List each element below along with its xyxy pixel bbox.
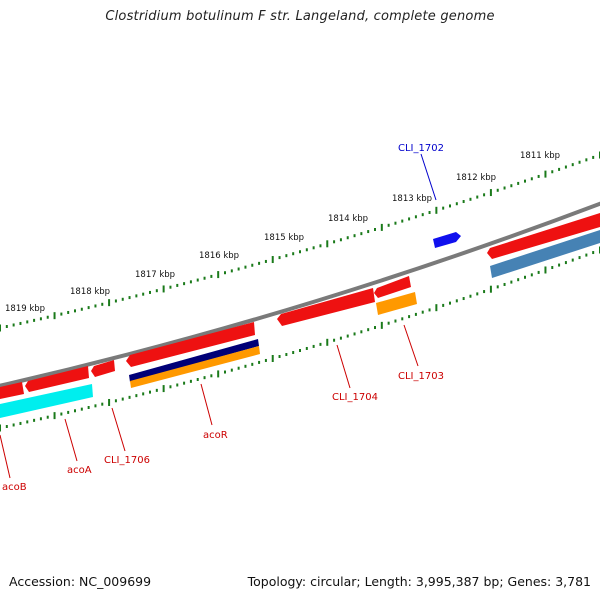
gene-label-cli1704[interactable]: CLI_1704	[332, 392, 378, 403]
kbp-label-1819: 1819 kbp	[5, 304, 45, 314]
leader-line-acob	[0, 434, 11, 479]
gene-feature-forward-5[interactable]	[126, 322, 255, 367]
gene-label-cli1706[interactable]: CLI_1706	[104, 455, 150, 466]
leader-line-cli1706	[111, 407, 126, 452]
kbp-label-1815: 1815 kbp	[264, 233, 304, 243]
kbp-label-1814: 1814 kbp	[328, 214, 368, 224]
gene-label-cli1703[interactable]: CLI_1703	[398, 371, 444, 382]
gene-feature-reverse-2[interactable]	[376, 292, 417, 315]
kbp-label-1816: 1816 kbp	[199, 251, 239, 261]
gene-feature-reverse-4[interactable]	[130, 346, 260, 388]
gene-feature-reverse-1[interactable]	[490, 230, 600, 278]
leader-line-acor	[200, 383, 213, 426]
kbp-label-1811: 1811 kbp	[520, 151, 560, 161]
gene-label-acob[interactable]: acoB	[2, 482, 27, 493]
kbp-label-1817: 1817 kbp	[135, 270, 175, 280]
gene-feature-forward-3[interactable]	[374, 276, 411, 298]
gene-track-forward	[0, 213, 600, 399]
gene-label-acoa[interactable]: acoA	[67, 465, 92, 476]
gene-label-cli1702[interactable]: CLI_1702	[398, 143, 444, 154]
gene-label-acor[interactable]: acoR	[203, 430, 228, 441]
gene-track-reverse	[0, 230, 600, 418]
kbp-label-1812: 1812 kbp	[456, 173, 496, 183]
leader-line-acoa	[64, 418, 78, 462]
genome-title: Clostridium botulinum F str. Langeland, …	[105, 9, 495, 24]
gene-feature-forward-8[interactable]	[0, 382, 24, 399]
gene-feature-forward-4[interactable]	[277, 288, 375, 326]
leader-line-cli1704	[336, 344, 351, 389]
gene-feature-forward-6[interactable]	[91, 360, 115, 377]
accession-text: Accession: NC_009699	[9, 574, 152, 589]
gene-feature-reverse-5[interactable]	[0, 384, 93, 418]
gene-feature-forward-7[interactable]	[25, 366, 89, 392]
kbp-label-1813: 1813 kbp	[392, 194, 432, 204]
genome-backbone	[0, 201, 600, 388]
genome-summary-text: Topology: circular; Length: 3,995,387 bp…	[247, 574, 591, 589]
kbp-label-1818: 1818 kbp	[70, 287, 110, 297]
outer-tick-track	[0, 151, 600, 332]
leader-line-cli1702	[420, 153, 437, 201]
leader-line-cli1703	[403, 324, 419, 367]
gene-feature-forward-2[interactable]	[487, 213, 600, 259]
gene-feature-forward-1[interactable]	[433, 232, 461, 248]
inner-tick-track	[0, 246, 600, 432]
gene-feature-reverse-3[interactable]	[129, 339, 259, 382]
